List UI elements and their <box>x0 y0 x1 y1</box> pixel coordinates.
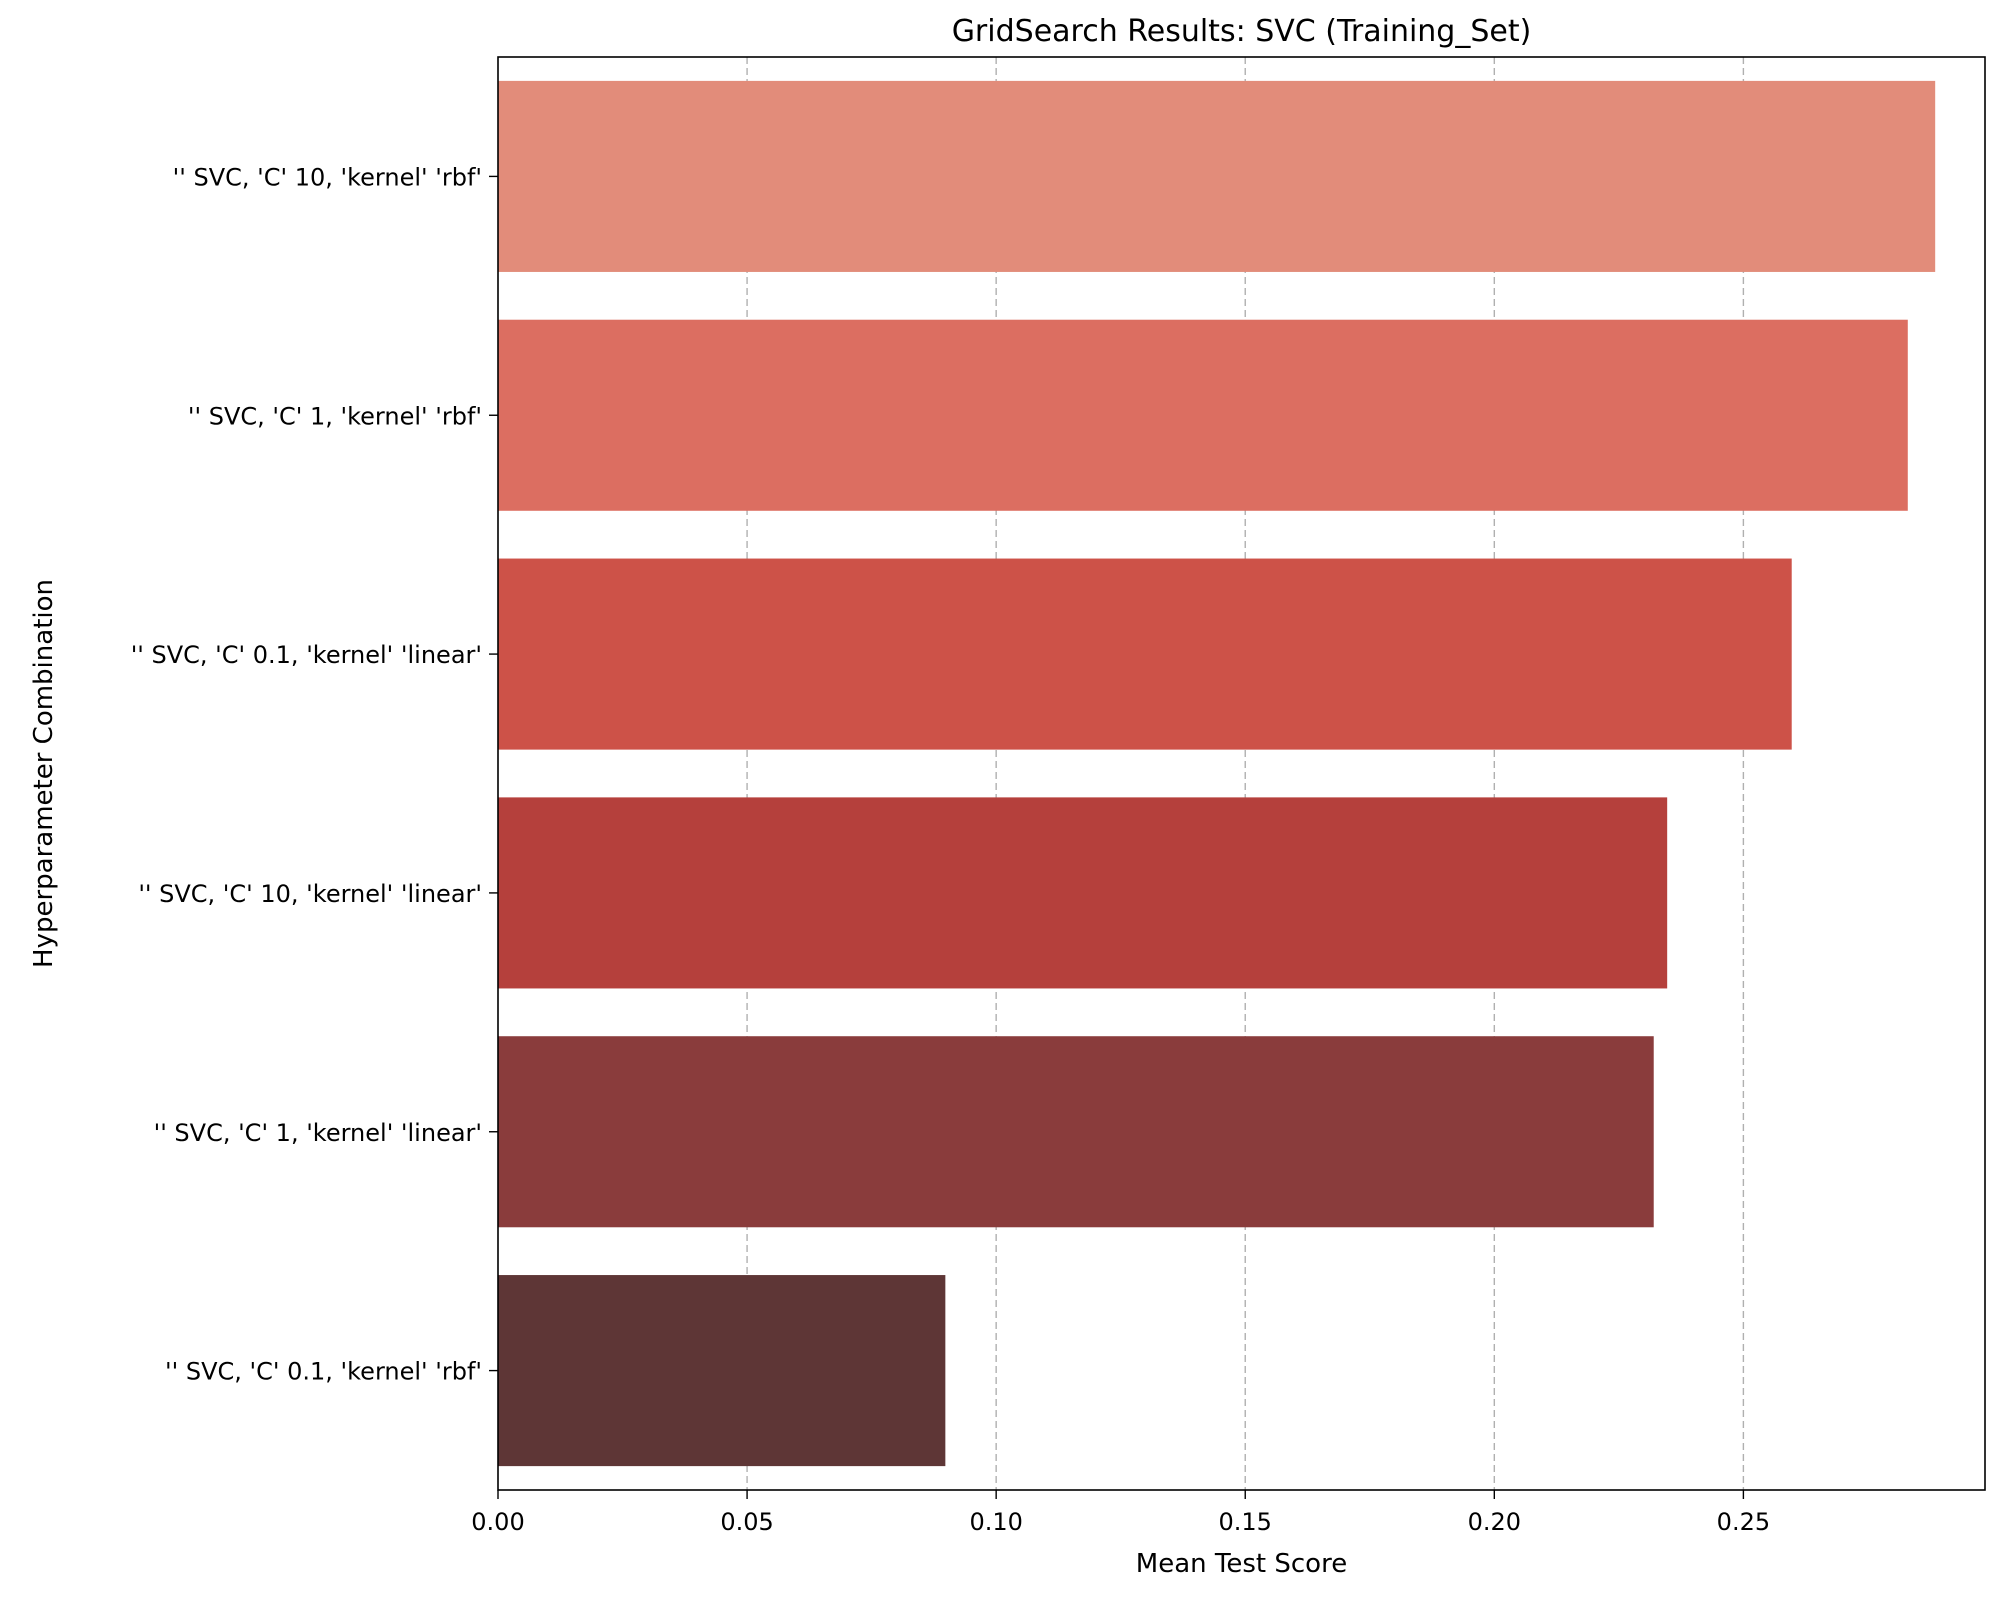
bars <box>498 80 1936 1467</box>
x-tick-label: 0.25 <box>1717 1508 1770 1536</box>
x-tick-label: 0.15 <box>1219 1508 1272 1536</box>
bar <box>498 319 1908 511</box>
y-axis-label: Hyperparameter Combination <box>29 579 59 968</box>
bar <box>498 80 1936 272</box>
y-tick-label: '' SVC, 'C' 10, 'kernel' 'rbf' <box>173 163 482 191</box>
chart-title: GridSearch Results: SVC (Training_Set) <box>952 14 1532 49</box>
grid-lines <box>746 57 1745 1490</box>
bar <box>498 1275 946 1467</box>
x-ticks: 0.00 0.05 0.10 0.15 0.20 0.25 <box>471 1490 1770 1536</box>
x-axis-label: Mean Test Score <box>1136 1549 1347 1579</box>
y-tick-label: '' SVC, 'C' 10, 'kernel' 'linear' <box>138 880 482 908</box>
y-tick-label: '' SVC, 'C' 0.1, 'kernel' 'rbf' <box>165 1358 482 1386</box>
x-tick-label: 0.00 <box>471 1508 524 1536</box>
y-tick-label: '' SVC, 'C' 0.1, 'kernel' 'linear' <box>131 641 482 669</box>
bar <box>498 797 1668 989</box>
x-tick-label: 0.05 <box>720 1508 773 1536</box>
y-tick-label: '' SVC, 'C' 1, 'kernel' 'linear' <box>154 1119 482 1147</box>
y-tick-label: '' SVC, 'C' 1, 'kernel' 'rbf' <box>188 402 482 430</box>
x-tick-label: 0.20 <box>1468 1508 1521 1536</box>
bar <box>498 558 1792 750</box>
plot-frame <box>497 56 1986 1491</box>
bar <box>498 1036 1654 1228</box>
x-tick-label: 0.10 <box>969 1508 1022 1536</box>
y-ticks: '' SVC, 'C' 10, 'kernel' 'rbf' '' SVC, 'C… <box>131 163 498 1386</box>
